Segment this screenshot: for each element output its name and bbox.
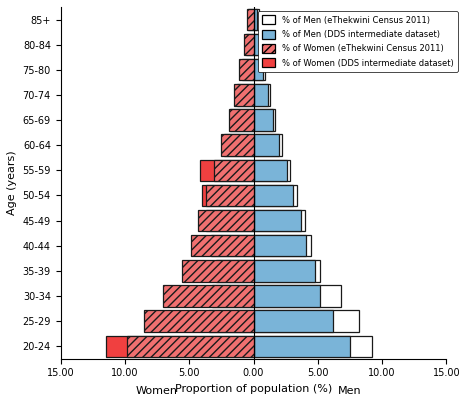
Bar (244, 34, 254, 55)
Bar (211, 235, 254, 256)
Bar (254, 109, 275, 131)
Bar (246, 34, 254, 55)
Bar (229, 109, 254, 131)
Bar (212, 285, 254, 307)
Bar (254, 84, 270, 105)
Bar (254, 310, 333, 332)
Bar (254, 310, 359, 332)
Bar (254, 160, 290, 181)
Bar (254, 59, 265, 81)
Y-axis label: Age (years): Age (years) (7, 150, 17, 215)
Bar (254, 109, 273, 131)
Bar (254, 9, 257, 30)
Bar (254, 160, 287, 181)
Bar (221, 134, 254, 156)
Bar (191, 235, 254, 256)
Bar (254, 134, 282, 156)
Legend: % of Men (eThekwini Census 2011), % of Men (DDS intermediate dataset), % of Wome: % of Men (eThekwini Census 2011), % of M… (258, 11, 458, 72)
Bar (214, 160, 254, 181)
Bar (254, 185, 297, 206)
Bar (200, 160, 254, 181)
Bar (239, 59, 254, 81)
Bar (230, 109, 254, 131)
Bar (254, 34, 261, 55)
Bar (254, 210, 301, 231)
Bar (216, 260, 254, 282)
Bar (106, 336, 254, 357)
Bar (254, 34, 260, 55)
Bar (254, 134, 279, 156)
Bar (254, 235, 306, 256)
Bar (182, 260, 254, 282)
Bar (224, 134, 254, 156)
Bar (254, 84, 268, 105)
Bar (234, 84, 254, 105)
Bar (254, 285, 341, 307)
Bar (254, 59, 263, 81)
X-axis label: Proportion of population (%): Proportion of population (%) (175, 384, 332, 394)
Bar (254, 260, 320, 282)
Bar (209, 310, 254, 332)
Bar (254, 336, 350, 357)
Text: Men: Men (338, 387, 362, 397)
Bar (254, 210, 305, 231)
Bar (254, 336, 372, 357)
Bar (144, 310, 254, 332)
Bar (164, 285, 254, 307)
Bar (254, 235, 311, 256)
Bar (206, 210, 254, 231)
Bar (254, 285, 320, 307)
Bar (247, 9, 254, 30)
Bar (242, 59, 254, 81)
Bar (237, 84, 254, 105)
Bar (202, 185, 254, 206)
Bar (206, 185, 254, 206)
Bar (254, 9, 259, 30)
Text: Women: Women (136, 387, 178, 397)
Bar (248, 9, 254, 30)
Bar (128, 336, 254, 357)
Bar (254, 185, 293, 206)
Bar (254, 260, 315, 282)
Bar (198, 210, 254, 231)
